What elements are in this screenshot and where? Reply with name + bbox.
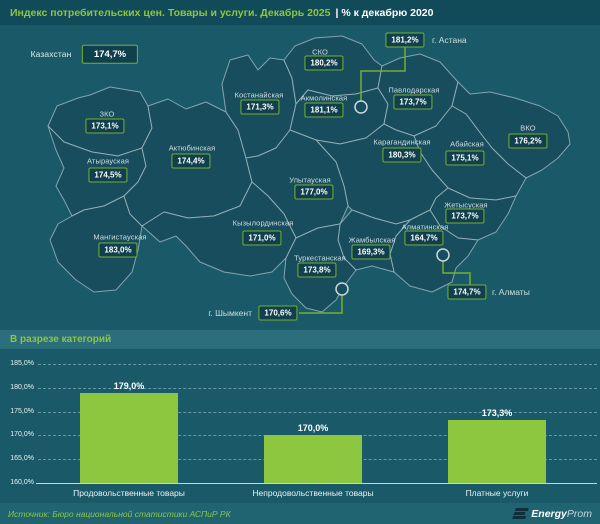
- bar-value-label: 170,0%: [297, 423, 329, 434]
- region-label-zko: ЗКО: [99, 109, 115, 119]
- region-value-turkestan: 173,8%: [297, 262, 337, 278]
- y-tick-label: 180,0%: [10, 383, 34, 391]
- bar-1: [264, 435, 362, 483]
- shymkent-city-marker: [335, 282, 349, 296]
- region-label-turkestan: Туркестанская: [294, 253, 346, 263]
- source-note: Источник: Бюро национальной статистики А…: [8, 508, 231, 519]
- gridline: [38, 364, 597, 365]
- region-label-vko: ВКО: [520, 123, 536, 133]
- region-value-akmola: 181,1%: [304, 102, 344, 118]
- region-label-zhetysu: Жетысуская: [444, 200, 488, 210]
- region-value-sko: 180,2%: [304, 55, 344, 71]
- footer-bar: Источник: Бюро национальной статистики А…: [0, 503, 600, 524]
- region-value-zhambyl: 169,3%: [351, 244, 391, 260]
- almaty-city-marker: [436, 248, 450, 262]
- region-label-akmola: Акмолинская: [300, 93, 348, 103]
- shymkent-callout-line: [299, 295, 343, 314]
- y-tick-label: 165,0%: [10, 455, 34, 463]
- section-header: В разрезе категорий: [0, 330, 600, 349]
- y-tick-label: 185,0%: [10, 360, 34, 367]
- energyprom-logo: EnergyProm: [512, 507, 592, 520]
- energyprom-logo-icon: [512, 508, 530, 519]
- region-label-pavlodar: Павлодарская: [388, 85, 440, 95]
- region-value-zhetysu: 173,7%: [445, 208, 485, 224]
- region-value-almaty-region: 164,7%: [404, 230, 444, 246]
- region-value-mangystau: 183,0%: [98, 242, 138, 258]
- gridline: [38, 411, 597, 413]
- region-value-ulytau: 177,0%: [294, 184, 334, 200]
- region-value-kostanay: 171,3%: [240, 99, 280, 115]
- region-value-karaganda: 180,3%: [382, 147, 422, 163]
- region-label-zhambyl: Жамбылская: [348, 235, 396, 245]
- region-label-kostanay: Костанайская: [234, 90, 284, 100]
- bar-category-label: Платные услуги: [465, 488, 529, 498]
- city-label-shymkent: г. Шымкент: [208, 308, 252, 318]
- bar-2: [448, 419, 546, 483]
- section-title: В разрезе категорий: [10, 334, 112, 345]
- page-subtitle: | % к декабрю 2020: [335, 6, 434, 19]
- region-label-abay: Абайская: [450, 139, 484, 149]
- gridline: [38, 387, 597, 389]
- national-label: Казахстан: [30, 49, 72, 59]
- city-label-almaty: г. Алматы: [492, 287, 530, 297]
- region-label-atyrau: Атырауская: [86, 156, 130, 166]
- region-label-aktobe: Актюбинская: [168, 143, 216, 153]
- y-tick-label: 170,0%: [10, 431, 34, 439]
- title-bar: Индекс потребительских цен. Товары и усл…: [0, 0, 600, 25]
- region-value-vko: 176,2%: [508, 133, 548, 149]
- region-label-mangystau: Мангистауская: [93, 232, 147, 242]
- bar-value-label: 173,3%: [481, 407, 513, 418]
- region-value-atyrau: 174,5%: [88, 167, 128, 183]
- region-label-almaty-region: Алматинская: [401, 222, 449, 232]
- region-value-abay: 175,1%: [445, 150, 485, 166]
- astana-callout-line: [360, 47, 406, 101]
- y-tick-label: 160,0%: [10, 479, 34, 486]
- astana-city-marker: [354, 100, 368, 114]
- city-value-shymkent: 170,6%: [258, 305, 298, 321]
- bar-category-label: Непродовольственные товары: [252, 488, 374, 498]
- region-label-sko: СКО: [312, 47, 328, 57]
- region-value-zko: 173,1%: [85, 118, 125, 134]
- region-label-kyzylorda: Кызылординская: [232, 218, 294, 228]
- region-value-kyzylorda: 171,0%: [242, 230, 282, 246]
- city-label-astana: г. Астана: [432, 35, 467, 45]
- energyprom-logo-text: EnergyProm: [531, 507, 592, 520]
- x-axis-line: [36, 483, 597, 484]
- map-region-kyzylorda: [141, 181, 297, 277]
- almaty-callout-line: [442, 261, 471, 285]
- city-value-astana: 181,2%: [385, 32, 425, 48]
- region-value-pavlodar: 173,7%: [393, 94, 433, 110]
- national-value: 174,7%: [81, 44, 139, 64]
- region-label-ulytau: Улытауская: [289, 175, 331, 185]
- region-label-karaganda: Карагандинская: [373, 137, 431, 147]
- bar-value-label: 179,0%: [113, 380, 145, 391]
- bar-0: [80, 392, 178, 483]
- region-value-aktobe: 174,4%: [171, 153, 211, 169]
- bar-chart: 160,0% 165,0% 170,0% 175,0% 180,0% 185,0% 179,…: [0, 352, 600, 504]
- bar-category-label: Продовольственные товары: [73, 488, 185, 498]
- y-tick-label: 175,0%: [10, 407, 34, 415]
- city-value-almaty: 174,7%: [447, 284, 487, 300]
- page-title: Индекс потребительских цен. Товары и усл…: [10, 6, 331, 19]
